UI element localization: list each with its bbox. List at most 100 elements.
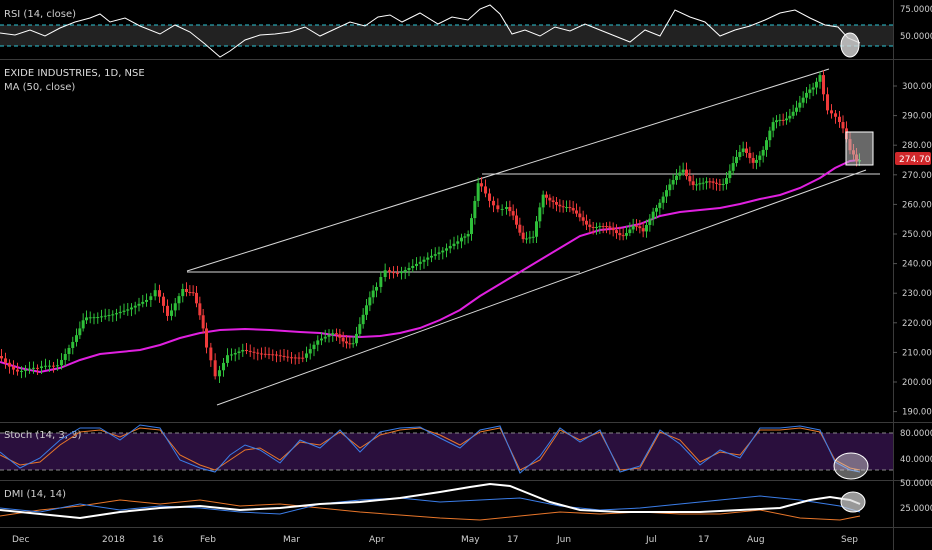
candle-body — [24, 369, 27, 371]
candle-body — [675, 175, 678, 181]
candle-body — [368, 297, 372, 306]
price-axis[interactable]: 300.00 290.00 280.00 270.00 260.00 250.00 240.… — [893, 82, 932, 418]
time-axis-label: 17 — [698, 535, 709, 545]
price-axis-tick: 290.00 — [902, 112, 932, 122]
candle-body — [44, 365, 47, 367]
candle-body — [761, 149, 765, 156]
candle-body — [718, 183, 722, 185]
candle-body — [781, 119, 785, 121]
candle-body — [688, 176, 692, 182]
candle-body — [698, 183, 702, 185]
candle-body — [433, 254, 437, 256]
candle-body — [230, 354, 233, 356]
rsi-line — [0, 4, 861, 58]
candle-body — [741, 148, 745, 153]
candle-body — [335, 333, 338, 335]
stoch-k-line — [0, 424, 861, 474]
candle-body — [218, 370, 221, 377]
time-axis-label: 17 — [507, 535, 518, 545]
candle-body — [448, 246, 452, 249]
candle-body — [805, 92, 808, 98]
candle-body — [655, 207, 658, 212]
candle-body — [466, 233, 470, 237]
candle-body — [162, 296, 165, 306]
candle-body — [791, 111, 795, 116]
candle-body — [685, 169, 688, 177]
candlestick-series[interactable] — [0, 70, 861, 384]
candle-body — [320, 338, 323, 341]
candle-body — [648, 218, 652, 225]
candle-body — [430, 255, 433, 258]
time-axis-label: Aug — [747, 535, 765, 545]
candle-body — [418, 261, 422, 264]
price-axis-tick: 230.00 — [902, 289, 932, 299]
candle-body — [452, 243, 456, 247]
rsi-pane[interactable]: RSI (14, close) 75.0000 50.0000 — [0, 4, 932, 58]
candle-body — [496, 205, 500, 210]
candle-body — [678, 172, 682, 176]
candle-body — [185, 288, 188, 293]
candle-body — [488, 193, 491, 201]
candle-body — [75, 335, 78, 342]
candle-body — [565, 207, 568, 209]
time-axis-label: Feb — [200, 535, 216, 545]
candle-body — [388, 270, 391, 273]
candle-body — [355, 333, 358, 344]
dmi-pane[interactable]: DMI (14, 14) 50.0000 25.0000 — [0, 479, 932, 521]
candle-body — [177, 296, 181, 304]
candle-body — [213, 360, 217, 377]
stoch-pane[interactable]: Stoch (14, 3, 3) 80.0000 40.0000 — [0, 424, 932, 480]
candle-body — [701, 182, 705, 184]
candle-body — [290, 357, 293, 359]
candle-body — [758, 155, 762, 160]
candle-body — [20, 370, 23, 372]
candle-body — [396, 272, 399, 274]
time-axis-label: May — [461, 535, 480, 545]
ma-line — [0, 159, 861, 374]
candle-body — [32, 367, 35, 369]
candle-body — [126, 309, 130, 311]
candle-body — [305, 353, 308, 358]
candle-body — [312, 344, 316, 350]
candle-body — [115, 313, 118, 315]
candle-body — [271, 354, 275, 356]
candle-body — [103, 315, 107, 317]
time-axis[interactable]: Dec 2018 16 Feb Mar Apr May 17 Jun Jul 17 Aug Sep — [12, 535, 858, 545]
time-axis-label: Jun — [556, 535, 571, 545]
price-axis-tick: 270.00 — [902, 171, 932, 181]
candle-body — [511, 211, 515, 216]
candle-body — [528, 237, 532, 239]
candle-body — [85, 317, 88, 321]
candle-body — [551, 200, 555, 202]
candle-body — [558, 204, 562, 207]
candle-body — [822, 75, 825, 95]
price-pane[interactable]: EXIDE INDUSTRIES, 1D, NSE MA (50, close)… — [0, 68, 932, 418]
last-price-badge — [895, 152, 931, 165]
candle-body — [521, 232, 525, 240]
candle-body — [601, 226, 605, 228]
candle-body — [403, 269, 407, 272]
candle-body — [775, 120, 778, 123]
candle-body — [16, 369, 19, 372]
dmi-plus-line — [0, 495, 861, 515]
candle-body — [578, 213, 582, 218]
candle-body — [834, 113, 837, 117]
candle-body — [237, 351, 241, 353]
candle-body — [691, 181, 695, 186]
channel-lower-line[interactable] — [216, 169, 867, 406]
candle-body — [226, 355, 229, 363]
candle-body — [588, 224, 592, 227]
candle-body — [445, 248, 448, 251]
candle-body — [635, 225, 638, 227]
candle-body — [267, 354, 271, 356]
candle-body — [415, 263, 418, 266]
candle-body — [133, 305, 137, 308]
candle-body — [67, 347, 71, 354]
channel-upper-line[interactable] — [186, 68, 830, 272]
candle-body — [591, 226, 595, 229]
candle-body — [811, 87, 815, 90]
candle-body — [252, 351, 256, 353]
candle-body — [480, 183, 483, 187]
candle-body — [52, 365, 55, 367]
